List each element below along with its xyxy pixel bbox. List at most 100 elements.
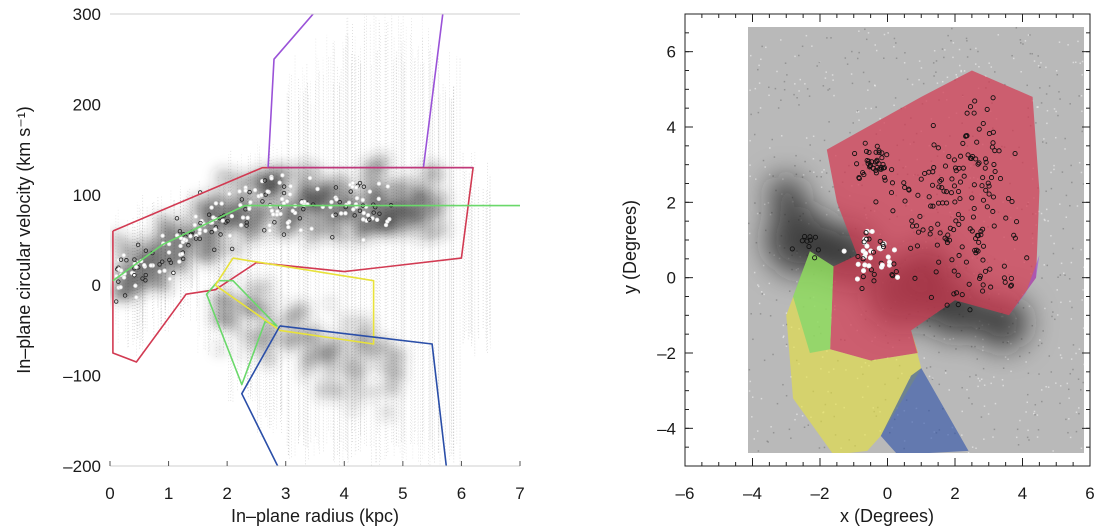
right-x-tick-label: –4 <box>743 484 762 503</box>
map-region-red <box>826 70 1040 361</box>
map-point <box>992 169 998 175</box>
map-point <box>884 152 890 158</box>
map-point <box>953 218 959 224</box>
left-background-cloud <box>110 14 491 466</box>
data-point <box>377 211 382 216</box>
map-point <box>880 161 886 168</box>
right-map-image <box>748 27 1084 453</box>
map-point <box>938 177 945 183</box>
map-point <box>1003 215 1009 221</box>
left-cloud-density <box>110 152 451 420</box>
map-point <box>955 302 961 308</box>
map-point <box>951 268 957 274</box>
data-point <box>177 259 182 264</box>
map-point <box>970 153 976 160</box>
data-point <box>367 217 372 222</box>
data-point <box>361 184 367 189</box>
map-point <box>933 269 939 275</box>
data-point <box>260 199 265 204</box>
data-point <box>371 210 376 215</box>
map-point <box>979 183 985 189</box>
map-point <box>974 247 980 253</box>
map-point <box>877 238 883 244</box>
left-points <box>114 173 394 304</box>
map-point <box>942 235 948 241</box>
data-point <box>334 197 339 202</box>
data-point <box>387 217 392 222</box>
map-point <box>882 177 888 183</box>
region-outline-yellow <box>214 257 375 345</box>
map-point <box>930 122 936 129</box>
data-point <box>272 220 277 225</box>
left-x-tick-label: 1 <box>164 484 173 503</box>
data-point <box>350 180 356 186</box>
data-point <box>167 276 173 282</box>
data-point <box>118 285 123 290</box>
data-point <box>287 192 293 197</box>
map-point <box>956 221 962 227</box>
map-point <box>914 243 920 249</box>
data-point <box>365 212 371 218</box>
data-point <box>269 176 274 181</box>
left-x-axis-title: In–plane radius (kpc) <box>231 506 399 526</box>
map-point <box>972 98 978 104</box>
map-point <box>854 276 860 282</box>
map-point <box>886 259 893 265</box>
map-point <box>930 203 936 209</box>
data-point <box>220 218 225 223</box>
data-point <box>160 259 165 264</box>
map-point <box>861 172 867 178</box>
data-point <box>274 212 280 217</box>
data-point <box>360 217 366 222</box>
data-point <box>247 189 252 195</box>
data-point <box>134 295 139 300</box>
map-point <box>956 188 962 195</box>
data-point <box>171 270 176 276</box>
map-point <box>1005 196 1012 202</box>
map-point <box>873 170 879 176</box>
map-point <box>980 197 987 203</box>
map-point <box>986 191 992 197</box>
map-point <box>928 294 934 300</box>
map-point <box>889 272 895 278</box>
map-point <box>966 281 972 287</box>
map-point <box>945 232 951 238</box>
map-point <box>902 184 908 191</box>
data-point <box>361 210 366 216</box>
left-y-tick-label: 0 <box>92 276 101 295</box>
data-point <box>160 233 165 238</box>
map-point <box>854 161 860 167</box>
map-point <box>980 282 986 288</box>
data-point <box>213 201 219 206</box>
map-point <box>975 161 981 167</box>
data-point <box>203 228 208 234</box>
data-point <box>186 243 191 248</box>
map-point <box>980 288 986 294</box>
data-point <box>281 201 287 206</box>
right-x-tick-label: 0 <box>883 484 892 503</box>
map-point <box>806 243 812 250</box>
data-point <box>209 205 214 210</box>
map-point <box>957 179 964 185</box>
data-point <box>346 200 352 205</box>
map-point <box>815 247 821 253</box>
data-point <box>348 189 353 194</box>
region-outline-green <box>112 204 520 282</box>
map-point <box>891 247 897 253</box>
map-point <box>807 234 813 240</box>
map-point <box>982 268 989 274</box>
map-point <box>909 218 915 224</box>
map-point <box>949 257 955 263</box>
data-point <box>121 253 126 258</box>
map-point <box>799 238 805 244</box>
map-point <box>871 271 877 277</box>
map-point <box>972 247 978 253</box>
data-point <box>245 215 250 220</box>
map-point <box>976 126 982 132</box>
right-x-tick-label: –2 <box>811 484 830 503</box>
left-x-tick-label: 4 <box>340 484 349 503</box>
map-point <box>949 176 955 182</box>
data-point <box>360 197 365 203</box>
map-point <box>978 228 984 234</box>
data-point <box>284 199 290 204</box>
